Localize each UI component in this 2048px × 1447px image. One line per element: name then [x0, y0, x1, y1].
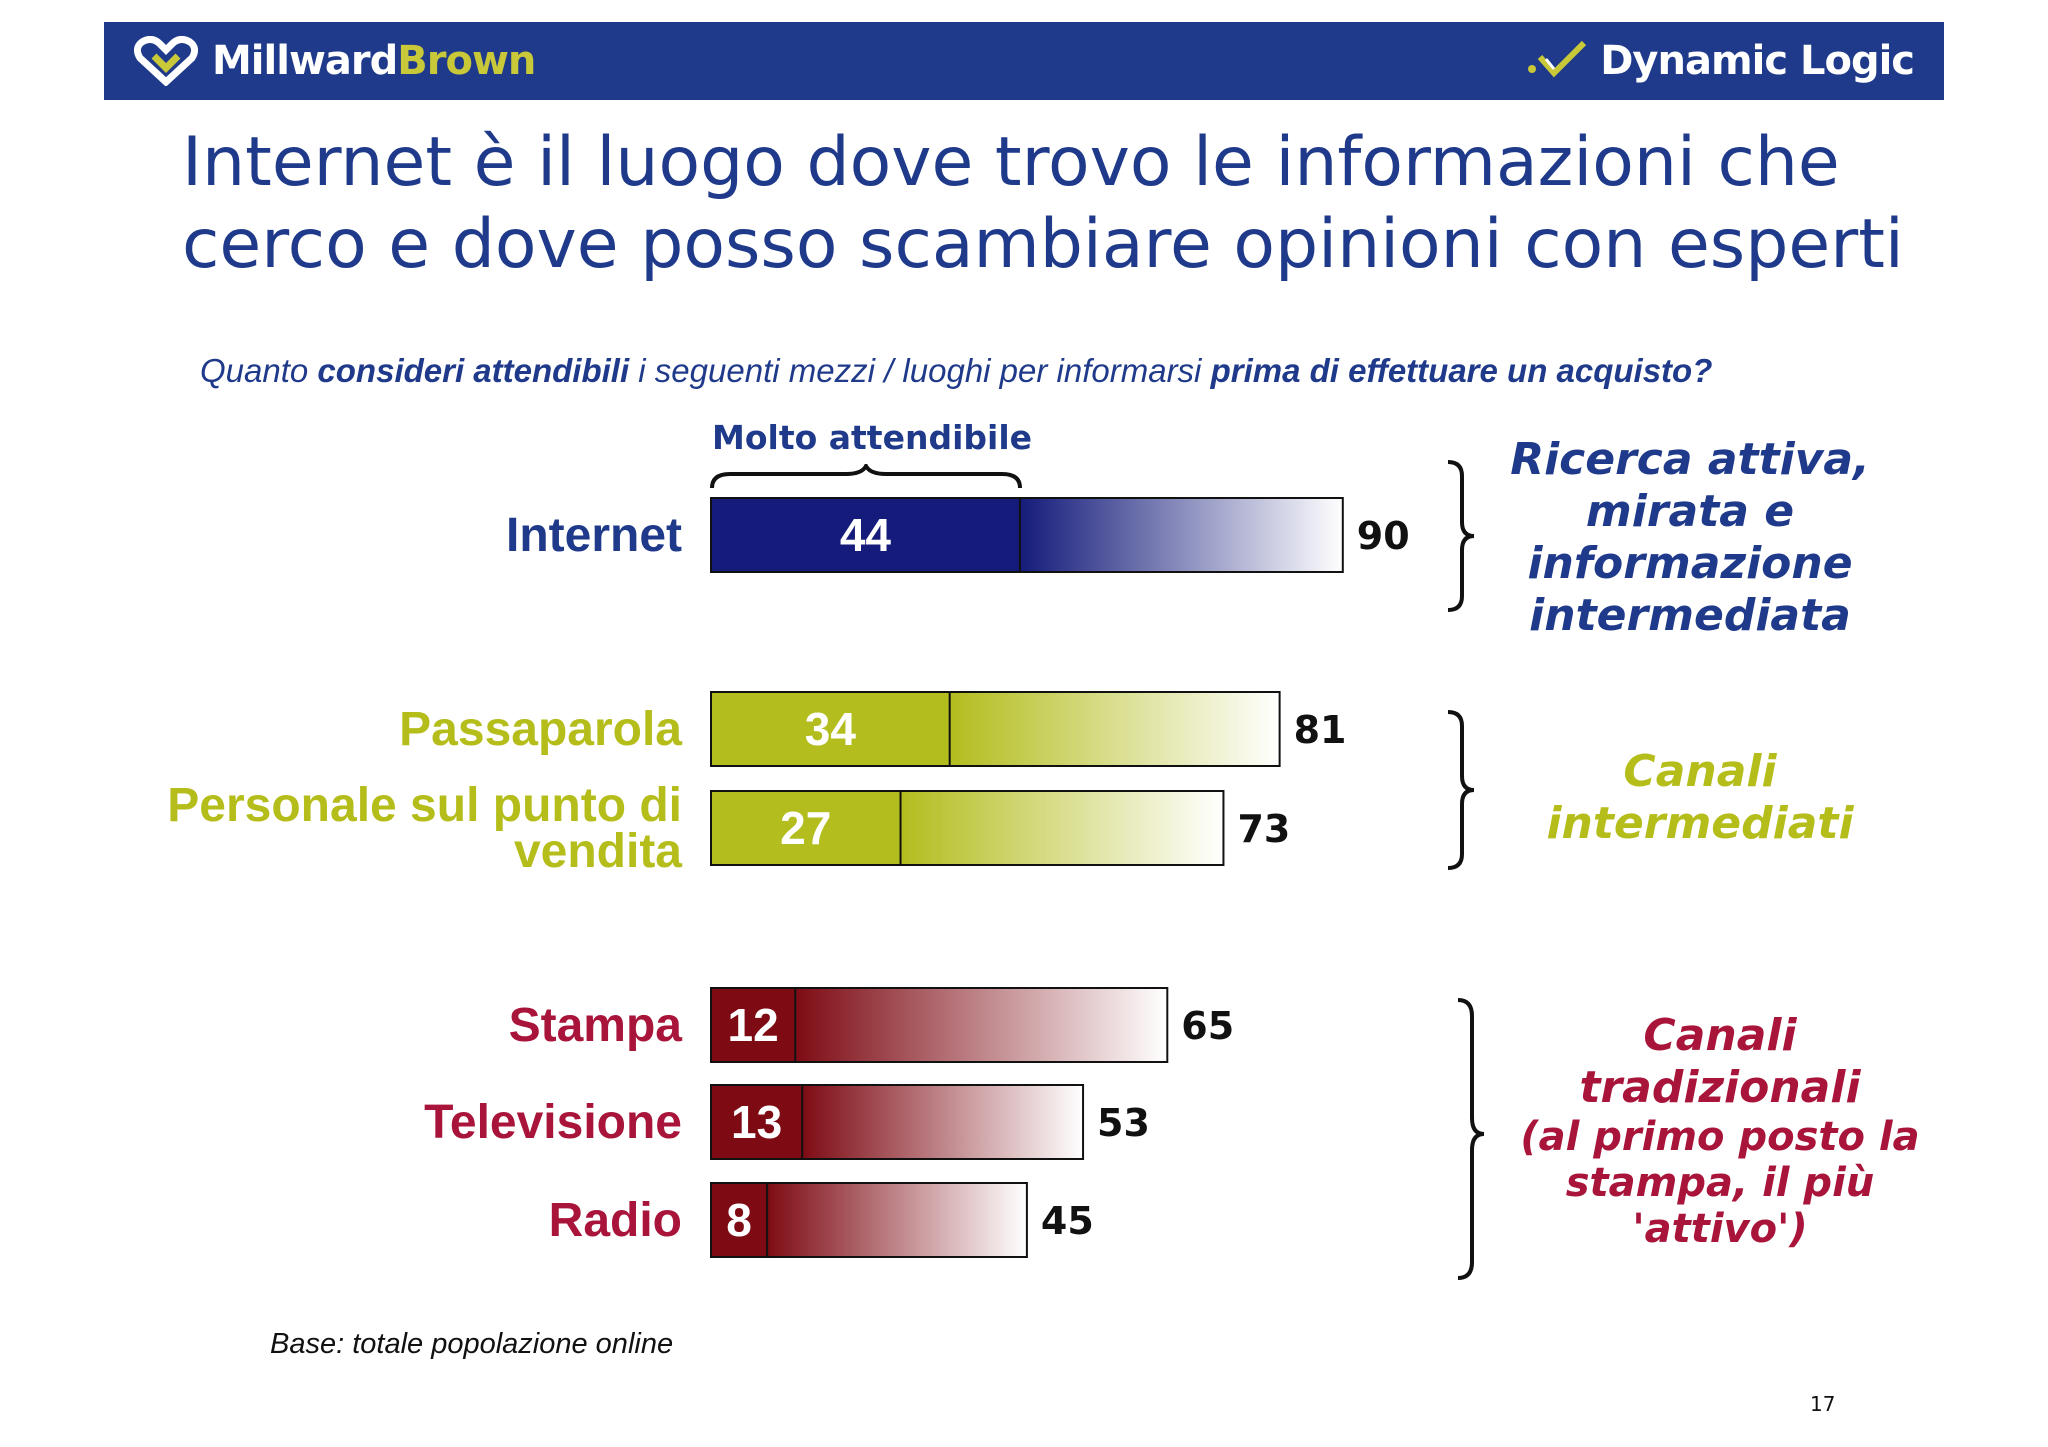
category-label: Radio: [549, 1194, 682, 1247]
bar-outline: [710, 987, 1169, 1063]
dynamic-logic-wordmark: Dynamic Logic: [1600, 38, 1915, 84]
bar-outline: [710, 790, 1225, 866]
molto-attendibile-label: Molto attendibile: [712, 418, 1033, 457]
brand-left-part2: Brown: [397, 38, 536, 84]
group-2-line: intermediati: [1546, 798, 1854, 849]
bar-total: [795, 988, 1168, 1062]
value-label-total: 45: [1041, 1199, 1094, 1243]
bar-molto-attendibile: [711, 1183, 768, 1257]
header-bar: MillwardBrown Dynamic Logic: [104, 22, 1944, 100]
value-label-molto: 44: [840, 509, 892, 561]
bar-outline: [710, 497, 1344, 573]
bar-molto-attendibile: [711, 791, 901, 865]
bar-total: [949, 692, 1280, 766]
dynamic-logic-logo: Dynamic Logic: [1526, 34, 1915, 88]
category-label: Passaparola: [399, 703, 682, 756]
checkmark-icon: [1528, 40, 1587, 78]
value-label-total: 73: [1237, 807, 1290, 851]
group-label-canali-intermediati: Canali intermediati: [1490, 746, 1910, 850]
value-label-total: 65: [1181, 1004, 1234, 1048]
value-label-total: 90: [1357, 514, 1410, 558]
group-label-canali-tradizionali: Canali tradizionali (al primo posto la s…: [1500, 1010, 1940, 1252]
group-brace-1: [1447, 460, 1475, 612]
bar-total: [1019, 498, 1343, 572]
category-label: Stampa: [509, 999, 683, 1052]
group-1-line: Ricerca attiva,: [1510, 434, 1870, 485]
bar-total: [802, 1085, 1084, 1159]
category-label: vendita: [514, 825, 682, 878]
group-3-line: Canali: [1643, 1010, 1797, 1061]
value-label-molto: 13: [731, 1096, 782, 1148]
value-label-total: 81: [1294, 708, 1347, 752]
value-label-molto: 27: [780, 802, 831, 854]
bar-molto-attendibile: [711, 988, 796, 1062]
category-label: Televisione: [424, 1096, 682, 1149]
brand-left-part1: Millward: [212, 38, 398, 84]
group-3-subline: stampa, il più: [1565, 1160, 1875, 1206]
question-bold1: consideri attendibili: [317, 352, 630, 389]
bars-layer: 44 90 Internet 34 81 Passaparola 27 73 Personale…: [167, 497, 1410, 1258]
value-label-total: 53: [1097, 1101, 1150, 1145]
page-number: 17: [1810, 1392, 1836, 1416]
slide-title: Internet è il luogo dove trovo le inform…: [182, 123, 1904, 284]
group-3-subline: 'attivo'): [1632, 1206, 1808, 1252]
value-label-molto: 12: [728, 999, 779, 1051]
question-bold2: prima di effettuare un acquisto?: [1210, 352, 1713, 389]
group-brace-2: [1447, 710, 1475, 870]
bar-outline: [710, 691, 1281, 767]
molto-attendibile-brace: [710, 464, 1022, 489]
bar-molto-attendibile: [711, 498, 1020, 572]
category-label: Internet: [506, 509, 682, 562]
group-3-subline: (al primo posto la: [1520, 1114, 1920, 1160]
bar-total: [900, 791, 1224, 865]
heart-icon: [134, 36, 198, 86]
category-label: Personale sul punto di: [167, 779, 682, 832]
question-part2: i seguenti mezzi / luoghi per informarsi: [629, 352, 1211, 389]
bar-outline: [710, 1182, 1028, 1258]
bar-molto-attendibile: [711, 692, 950, 766]
group-1-line: informazione: [1527, 538, 1853, 589]
group-label-ricerca-attiva: Ricerca attiva, mirata e informazione in…: [1480, 434, 1900, 642]
value-label-molto: 8: [726, 1194, 752, 1246]
bar-molto-attendibile: [711, 1085, 803, 1159]
group-1-line: mirata e: [1585, 486, 1795, 537]
braces-layer: [1447, 460, 1485, 1280]
question-part1: Quanto: [200, 352, 318, 389]
group-2-line: Canali: [1623, 746, 1777, 797]
bar-total: [767, 1183, 1027, 1257]
group-3-line: tradizionali: [1579, 1062, 1861, 1113]
survey-question: Quanto consideri attendibili i seguenti …: [200, 352, 1900, 390]
footnote: Base: totale popolazione online: [270, 1328, 674, 1360]
group-brace-3: [1457, 998, 1485, 1280]
group-1-line: intermediata: [1529, 590, 1851, 641]
bar-outline: [710, 1084, 1085, 1160]
millward-brown-wordmark: MillwardBrown: [212, 38, 536, 84]
value-label-molto: 34: [805, 703, 857, 755]
millward-brown-logo: MillwardBrown: [134, 34, 536, 88]
